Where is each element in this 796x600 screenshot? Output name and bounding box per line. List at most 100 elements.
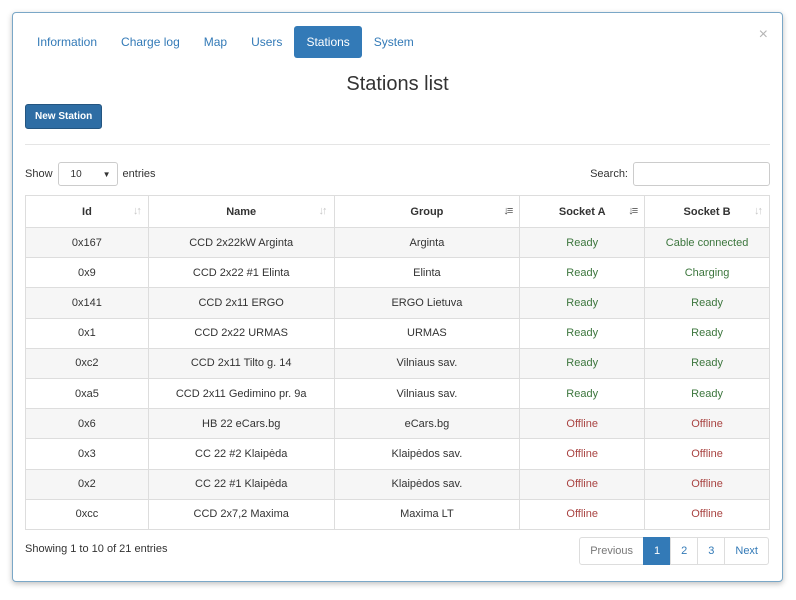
cell-socket-b: Ready (644, 377, 770, 410)
search-label: Search: (590, 168, 628, 180)
page-title: Stations list (346, 73, 449, 95)
tab-information[interactable]: Information (37, 35, 98, 49)
table-row[interactable]: 0xc2 CCD 2x11 Tilto g. 14 Vilniaus sav. … (25, 347, 770, 379)
cell-group: URMAS (333, 317, 521, 349)
cell-socket-b: Offline (644, 438, 770, 470)
tab-users[interactable]: Users (251, 35, 283, 49)
cell-name: CCD 2x22kW Arginta (147, 226, 335, 259)
chevron-down-icon: ▼ (102, 169, 111, 179)
column-header-group[interactable]: Group ↓≡ (333, 195, 521, 228)
sort-both-icon: ↓↑ (754, 205, 763, 217)
cell-socket-a: Offline (519, 438, 646, 470)
entries-select[interactable]: 10 ▼ (57, 162, 118, 186)
table-row[interactable]: 0x3 CC 22 #2 Klaipėda Klaipėdos sav. Off… (25, 438, 770, 470)
table-header-row: Id ↓↑ Name ↓↑ Group ↓≡ Socket A ↓≡ Socke… (25, 195, 770, 228)
page-button-2[interactable]: 2 (670, 537, 699, 565)
cell-id: 0x6 (25, 408, 149, 440)
cell-name: CCD 2x22 #1 Elinta (147, 257, 335, 289)
cell-socket-b: Ready (644, 347, 770, 379)
table-info: Showing 1 to 10 of 21 entries (25, 543, 168, 555)
cell-socket-a: Offline (519, 408, 646, 440)
cell-name: CCD 2x11 Gedimino pr. 9a (147, 377, 335, 410)
search-control: Search: (590, 162, 770, 186)
cell-socket-b: Offline (644, 498, 770, 530)
next-page-button[interactable]: Next (724, 537, 769, 565)
cell-name: CC 22 #2 Klaipėda (147, 438, 335, 470)
table-row[interactable]: 0xcc CCD 2x7,2 Maxima Maxima LT Offline … (25, 498, 770, 530)
tab-stations[interactable]: Stations (294, 26, 362, 58)
cell-name: CCD 2x11 Tilto g. 14 (147, 347, 335, 379)
cell-id: 0xc2 (25, 347, 149, 379)
nav-tabs: Information Charge log Map Users Station… (25, 26, 426, 58)
cell-id: 0x141 (25, 287, 149, 319)
sort-both-icon: ↓↑ (318, 205, 328, 217)
pagination: Previous 1 2 3 Next (579, 537, 769, 565)
previous-page-button[interactable]: Previous (579, 537, 644, 565)
tab-map[interactable]: Map (203, 35, 228, 49)
tab-charge-log[interactable]: Charge log (121, 35, 180, 49)
table-row[interactable]: 0x1 CCD 2x22 URMAS URMAS Ready Ready (25, 317, 770, 349)
cell-name: CCD 2x11 ERGO (147, 287, 335, 319)
cell-socket-a: Ready (519, 226, 646, 259)
cell-socket-b: Offline (644, 468, 770, 500)
cell-socket-b: Ready (644, 287, 770, 319)
column-header-label: Id (82, 205, 92, 218)
table-row[interactable]: 0x9 CCD 2x22 #1 Elinta Elinta Ready Char… (25, 257, 770, 289)
cell-id: 0x167 (25, 226, 149, 259)
cell-socket-a: Offline (519, 468, 646, 500)
cell-group: Arginta (333, 226, 521, 259)
close-icon[interactable]: × (758, 26, 768, 43)
cell-id: 0xcc (25, 498, 149, 530)
divider (25, 144, 770, 145)
entries-label: entries (122, 168, 156, 180)
cell-name: HB 22 eCars.bg (147, 408, 335, 440)
column-header-socket-a[interactable]: Socket A ↓≡ (519, 195, 646, 228)
column-header-socket-b[interactable]: Socket B ↓↑ (644, 195, 770, 228)
cell-socket-b: Charging (644, 257, 770, 289)
cell-group: ERGO Lietuva (333, 287, 521, 319)
cell-group: eCars.bg (333, 408, 521, 440)
cell-group: Maxima LT (333, 498, 521, 530)
cell-id: 0x2 (25, 468, 149, 500)
column-header-label: Group (410, 205, 444, 218)
cell-socket-b: Cable connected (644, 226, 770, 259)
column-header-label: Name (226, 205, 257, 218)
new-station-button[interactable]: New Station (25, 104, 103, 129)
cell-name: CCD 2x7,2 Maxima (147, 498, 335, 530)
cell-socket-b: Ready (644, 317, 770, 349)
sort-both-icon: ↓↑ (132, 205, 142, 217)
search-input[interactable] (633, 162, 770, 186)
cell-socket-a: Ready (519, 287, 646, 319)
table-row[interactable]: 0x141 CCD 2x11 ERGO ERGO Lietuva Ready R… (25, 287, 770, 319)
cell-socket-a: Offline (519, 498, 646, 530)
cell-group: Klaipėdos sav. (333, 438, 521, 470)
cell-socket-a: Ready (519, 257, 646, 289)
sort-ascending-icon: ↓≡ (503, 205, 513, 217)
column-header-label: Socket A (558, 205, 606, 218)
page-button-3[interactable]: 3 (697, 537, 726, 565)
cell-socket-b: Offline (644, 408, 770, 440)
sort-descending-icon: ↓≡ (628, 205, 638, 217)
column-header-name[interactable]: Name ↓↑ (147, 195, 335, 228)
table-row[interactable]: 0x2 CC 22 #1 Klaipėda Klaipėdos sav. Off… (25, 468, 770, 500)
table-row[interactable]: 0x167 CCD 2x22kW Arginta Arginta Ready C… (25, 226, 770, 259)
page-button-1[interactable]: 1 (643, 537, 672, 565)
tab-system[interactable]: System (373, 35, 414, 49)
stations-table: Id ↓↑ Name ↓↑ Group ↓≡ Socket A ↓≡ Socke… (25, 195, 770, 530)
table-row[interactable]: 0x6 HB 22 eCars.bg eCars.bg Offline Offl… (25, 408, 770, 440)
cell-group: Vilniaus sav. (333, 377, 521, 410)
cell-id: 0x1 (25, 317, 149, 349)
stations-modal: × Information Charge log Map Users Stati… (12, 12, 783, 582)
entries-select-value: 10 (70, 168, 82, 180)
entries-length-control: Show 10 ▼ entries (25, 162, 156, 186)
cell-name: CCD 2x22 URMAS (147, 317, 335, 349)
cell-id: 0x3 (25, 438, 149, 470)
cell-group: Elinta (333, 257, 521, 289)
cell-socket-a: Ready (519, 317, 646, 349)
column-header-label: Socket B (683, 205, 731, 218)
cell-socket-a: Ready (519, 377, 646, 410)
cell-socket-a: Ready (519, 347, 646, 379)
column-header-id[interactable]: Id ↓↑ (25, 195, 149, 228)
table-row[interactable]: 0xa5 CCD 2x11 Gedimino pr. 9a Vilniaus s… (25, 377, 770, 410)
cell-group: Klaipėdos sav. (333, 468, 521, 500)
